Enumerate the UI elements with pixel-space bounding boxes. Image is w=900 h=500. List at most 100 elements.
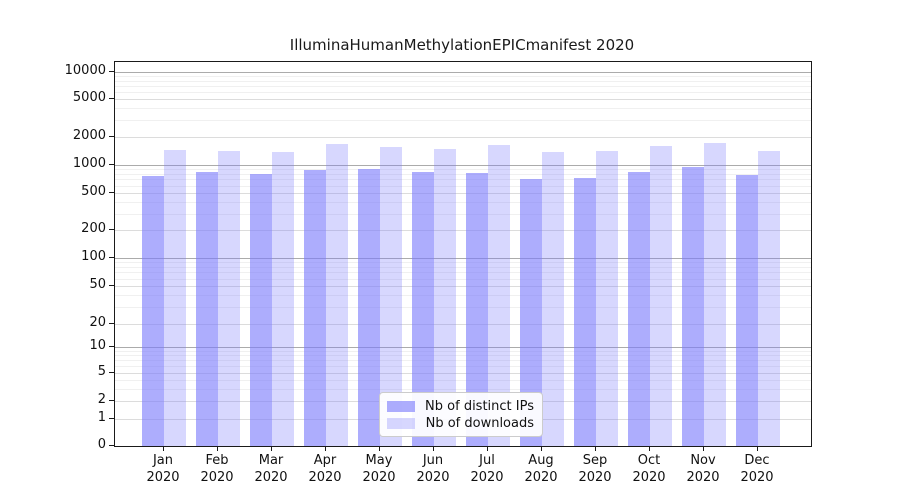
bar-downloads-oct: [650, 146, 672, 446]
gridline: [115, 355, 811, 357]
plot-area: [114, 61, 812, 447]
x-tick-label-dec: Dec 2020: [740, 453, 774, 485]
y-tick-mark: [109, 372, 114, 374]
bar-distinct-ips-jul: [466, 173, 488, 446]
bar-downloads-dec: [758, 150, 780, 446]
gridline: [115, 286, 811, 287]
legend-swatch-downloads: [387, 417, 415, 429]
legend: Nb of distinct IPs Nb of downloads: [379, 392, 543, 437]
bar-downloads-jan: [164, 150, 186, 446]
y-tick-label: 1: [97, 410, 106, 425]
gridline: [115, 137, 811, 138]
gridline: [115, 193, 811, 194]
x-tick-mark: [541, 446, 543, 451]
chart-title: IlluminaHumanMethylationEPICmanifest 202…: [289, 36, 635, 54]
x-tick-label-apr: Apr 2020: [308, 453, 342, 485]
gridline: [115, 347, 811, 348]
x-tick-label-aug: Aug 2020: [524, 453, 558, 485]
bar-downloads-aug: [542, 152, 564, 446]
y-tick-label: 200: [81, 221, 106, 236]
bar-distinct-ips-sep: [574, 178, 596, 446]
gridline: [115, 169, 811, 171]
y-tick-mark: [109, 229, 114, 231]
bar-distinct-ips-may: [358, 169, 380, 446]
y-tick-label: 2: [97, 392, 106, 407]
gridline: [115, 174, 811, 175]
x-tick-label-nov: Nov 2020: [686, 453, 720, 485]
gridline: [115, 366, 811, 368]
bar-distinct-ips-nov: [682, 167, 704, 446]
x-tick-label-jul: Jul 2020: [470, 453, 504, 485]
gridline: [115, 295, 811, 297]
gridline: [115, 99, 811, 100]
y-tick-mark: [109, 192, 114, 194]
y-tick-label: 1000: [72, 156, 106, 171]
y-tick-mark: [109, 346, 114, 348]
x-tick-mark: [217, 446, 219, 451]
x-tick-mark: [757, 446, 759, 451]
y-tick-label: 5: [97, 364, 106, 379]
x-tick-mark: [325, 446, 327, 451]
gridline: [115, 230, 811, 231]
x-tick-mark: [271, 446, 273, 451]
y-tick-label: 10: [89, 338, 106, 353]
bar-distinct-ips-aug: [520, 178, 542, 446]
gridline: [115, 120, 811, 122]
gridline: [115, 307, 811, 309]
gridline: [115, 258, 811, 259]
y-tick-mark: [109, 71, 114, 73]
x-tick-label-jan: Jan 2020: [146, 453, 180, 485]
gridline: [115, 185, 811, 187]
gridline: [115, 360, 811, 362]
y-tick-label: 10000: [64, 63, 106, 78]
y-tick-label: 20: [89, 315, 106, 330]
gridline: [115, 272, 811, 274]
y-tick-mark: [109, 98, 114, 100]
y-tick-label: 2000: [72, 128, 106, 143]
gridline: [115, 80, 811, 82]
bar-distinct-ips-dec: [736, 175, 758, 446]
bar-downloads-sep: [596, 150, 618, 446]
gridline: [115, 165, 811, 166]
y-tick-mark: [109, 418, 114, 420]
bar-distinct-ips-apr: [304, 169, 326, 446]
x-tick-label-sep: Sep 2020: [578, 453, 612, 485]
y-tick-label: 100: [81, 249, 106, 264]
x-tick-label-jun: Jun 2020: [416, 453, 450, 485]
legend-row-downloads: Nb of downloads: [387, 415, 534, 431]
gridline: [115, 179, 811, 181]
x-tick-label-oct: Oct 2020: [632, 453, 666, 485]
bar-distinct-ips-feb: [196, 172, 218, 446]
y-tick-mark: [109, 136, 114, 138]
gridline: [115, 267, 811, 268]
gridline: [115, 213, 811, 215]
x-tick-mark: [649, 446, 651, 451]
y-tick-mark: [109, 285, 114, 287]
x-tick-label-may: May 2020: [362, 453, 396, 485]
x-tick-label-mar: Mar 2020: [254, 453, 288, 485]
legend-row-distinct-ips: Nb of distinct IPs: [387, 398, 534, 414]
x-tick-label-feb: Feb 2020: [200, 453, 234, 485]
x-tick-mark: [595, 446, 597, 451]
gridline: [115, 373, 811, 374]
y-tick-mark: [109, 400, 114, 402]
gridline: [115, 379, 811, 381]
gridline: [115, 91, 811, 93]
bar-downloads-feb: [218, 151, 240, 446]
y-tick-mark: [109, 257, 114, 259]
y-tick-label: 0: [97, 437, 106, 452]
y-tick-label: 500: [81, 184, 106, 199]
legend-label-downloads: Nb of downloads: [425, 415, 534, 431]
legend-label-distinct-ips: Nb of distinct IPs: [425, 398, 534, 414]
bar-downloads-apr: [326, 143, 348, 446]
bar-distinct-ips-jan: [142, 176, 164, 446]
x-tick-mark: [379, 446, 381, 451]
bar-downloads-nov: [704, 142, 726, 446]
gridline: [115, 85, 811, 87]
gridline: [115, 202, 811, 203]
x-tick-mark: [433, 446, 435, 451]
y-tick-mark: [109, 164, 114, 166]
x-tick-mark: [703, 446, 705, 451]
gridline: [115, 388, 811, 390]
